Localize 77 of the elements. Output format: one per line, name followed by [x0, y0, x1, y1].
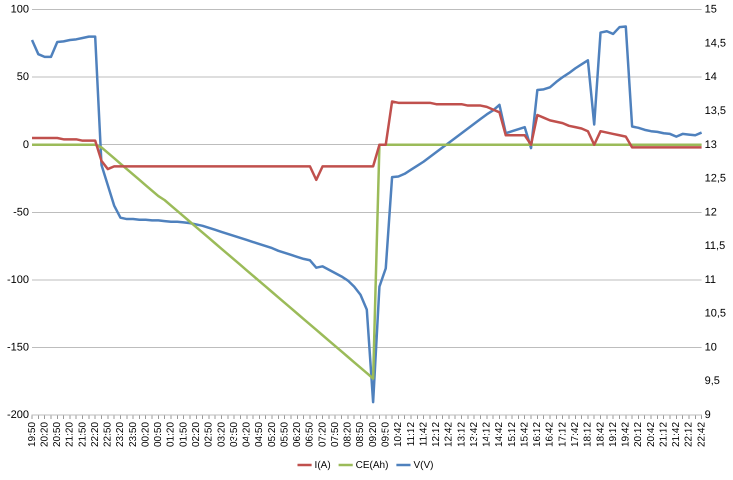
- x-tick-label: 11:42: [418, 422, 430, 446]
- x-tick-label: 04:50: [254, 422, 266, 448]
- x-tick-label: 09:50: [380, 422, 392, 448]
- y2-tick-label: 11: [704, 274, 716, 286]
- x-tick-label: 22:50: [102, 422, 114, 448]
- y2-tick-label: 14,5: [704, 37, 726, 50]
- y-tick-label: -150: [6, 341, 30, 354]
- x-tick-label: 12:12: [431, 422, 442, 448]
- x-tick-label: 08:20: [342, 422, 354, 448]
- x-tick-label: 20:20: [39, 422, 50, 448]
- y2-tick-label: 10: [704, 341, 717, 354]
- x-tick-label: 12:42: [444, 422, 455, 448]
- x-tick-label: 07:20: [317, 422, 328, 448]
- x-tick-label: 05:50: [279, 422, 290, 448]
- x-tick-label: 15:12: [506, 422, 518, 448]
- legend-label: I(A): [314, 460, 331, 471]
- x-tick-label: 22:20: [90, 422, 101, 448]
- x-tick-label: 01:20: [166, 422, 177, 448]
- y2-tick-label: 13,5: [704, 104, 726, 117]
- x-tick-label: 22:12: [684, 422, 695, 448]
- x-tick-label: 06:20: [292, 422, 304, 448]
- x-tick-label: 17:42: [570, 422, 582, 448]
- x-tick-label: 13:12: [456, 422, 468, 448]
- x-tick-label: 01:50: [178, 422, 190, 448]
- x-tick-label: 15:42: [519, 422, 530, 448]
- x-tick-label: 18:12: [582, 422, 594, 448]
- x-tick-label: 02:20: [191, 422, 202, 448]
- y2-tick-label: 10,5: [704, 308, 726, 320]
- x-tick-label: 20:42: [646, 422, 657, 448]
- x-tick-label: 19:12: [608, 422, 619, 448]
- x-tick-label: 00:20: [140, 422, 152, 448]
- x-tick-label: 21:12: [658, 422, 670, 448]
- x-tick-label: 22:42: [696, 422, 708, 448]
- x-tick-label: 20:50: [52, 422, 64, 448]
- x-tick-label: 08:50: [355, 422, 366, 448]
- y2-tick-label: 12: [704, 206, 717, 218]
- x-tick-label: 17:12: [557, 422, 568, 448]
- y2-tick-label: 9,5: [704, 375, 720, 388]
- x-tick-label: 19:42: [620, 422, 632, 448]
- x-tick-label: 02:50: [204, 422, 215, 448]
- x-tick-label: 19:50: [26, 422, 38, 448]
- x-tick-label: 18:42: [595, 422, 606, 448]
- x-tick-label: 11:12: [406, 422, 417, 446]
- x-tick-label: 09:20: [368, 422, 379, 448]
- y-tick-label: -100: [6, 274, 30, 286]
- y-tick-label: 100: [10, 4, 30, 16]
- x-tick-label: 03:20: [216, 422, 228, 448]
- x-tick-label: 14:12: [482, 422, 493, 448]
- x-tick-label: 00:50: [153, 422, 164, 448]
- y2-tick-label: 11,5: [704, 240, 726, 252]
- y2-tick-label: 12,5: [704, 172, 726, 185]
- x-tick-label: 04:20: [242, 422, 253, 448]
- y2-tick-label: 15: [704, 4, 717, 16]
- x-tick-label: 16:42: [544, 422, 556, 448]
- y-tick-label: -50: [13, 206, 30, 218]
- x-tick-label: 07:50: [330, 422, 341, 448]
- y2-tick-label: 13: [704, 138, 717, 151]
- x-tick-label: 23:50: [128, 422, 139, 448]
- x-tick-label: 05:20: [266, 422, 278, 448]
- x-tick-label: 13:42: [468, 422, 480, 448]
- y-tick-label: 50: [16, 71, 30, 84]
- x-tick-label: 06:50: [304, 422, 316, 448]
- y-tick-label: -200: [6, 409, 30, 422]
- x-tick-label: 03:50: [228, 422, 240, 448]
- x-tick-label: 21:42: [671, 422, 682, 448]
- y2-tick-label: 14: [704, 71, 717, 84]
- x-tick-label: 21:20: [64, 422, 76, 448]
- y2-tick-label: 9: [704, 409, 711, 422]
- x-tick-label: 21:50: [77, 422, 88, 448]
- x-tick-label: 23:20: [115, 422, 126, 448]
- x-tick-label: 14:42: [494, 422, 506, 448]
- x-tick-label: 20:12: [633, 422, 644, 448]
- y-tick-label: 0: [22, 138, 30, 151]
- legend-label: V(V): [413, 460, 434, 471]
- x-tick-label: 10:42: [393, 422, 404, 448]
- legend-label: CE(Ah): [356, 460, 388, 471]
- x-tick-label: 16:12: [532, 422, 544, 448]
